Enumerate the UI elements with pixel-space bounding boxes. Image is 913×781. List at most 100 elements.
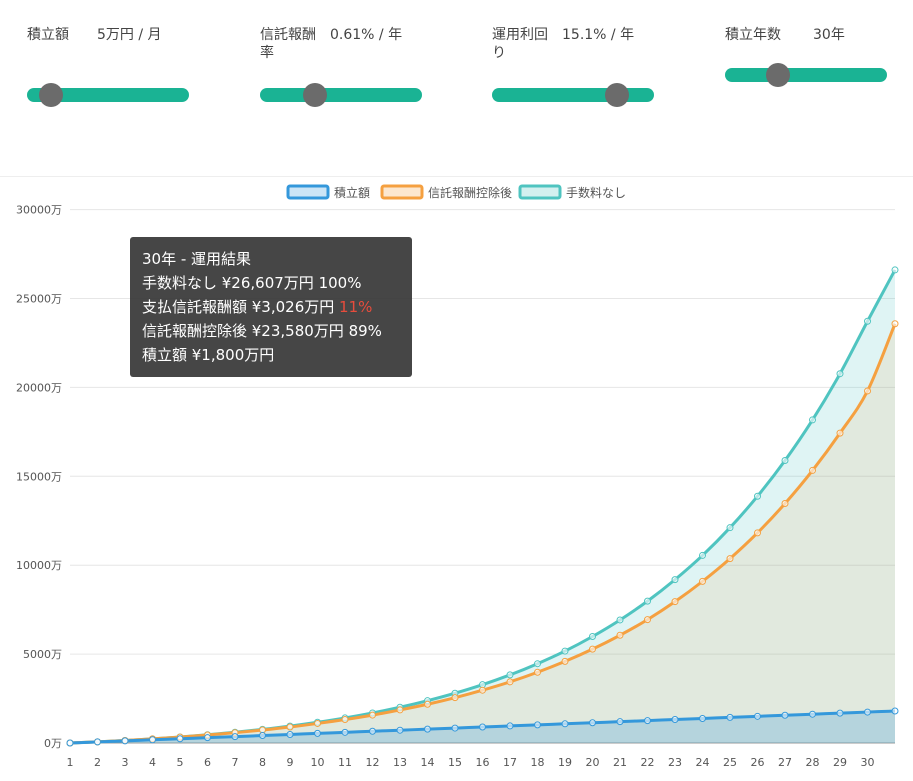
data-point — [754, 712, 761, 720]
data-point — [809, 710, 816, 718]
chart-tooltip: 30年 - 運用結果 手数料なし ¥26,607万円 100% 支払信託報酬額 … — [130, 237, 412, 377]
data-point — [891, 266, 899, 274]
data-point — [66, 739, 74, 747]
data-point — [781, 500, 789, 508]
y-tick-label: 5000万 — [23, 648, 62, 661]
control-value: 15.1% / 年 — [562, 27, 635, 43]
data-point — [671, 598, 679, 606]
data-point — [424, 725, 431, 733]
legend-swatch — [518, 184, 562, 200]
y-tick-label: 20000万 — [16, 381, 62, 394]
control-label: 信託報酬率 — [260, 27, 316, 61]
data-point — [809, 416, 816, 424]
data-point — [479, 686, 486, 694]
x-tick-label: 25 — [723, 756, 737, 769]
controls-panel: 積立額 5万円 / 月 信託報酬率 0.61% / 年 運用利回り 15.1% … — [0, 0, 913, 175]
legend-swatch — [286, 184, 330, 200]
tooltip-contrib: 積立額 ¥1,800万円 — [142, 346, 275, 364]
control-value: 0.61% / 年 — [330, 27, 403, 43]
x-tick-label: 13 — [393, 756, 407, 769]
data-point — [231, 733, 239, 741]
data-point — [341, 728, 349, 736]
x-tick-label: 12 — [366, 756, 380, 769]
data-point — [699, 577, 706, 585]
slider-knob[interactable] — [604, 83, 629, 107]
data-point — [864, 708, 871, 716]
y-tick-label: 10000万 — [16, 559, 62, 572]
data-point — [891, 320, 899, 328]
control-value: 5万円 / 月 — [97, 27, 162, 43]
data-point — [204, 734, 211, 742]
y-tick-label: 30000万 — [16, 204, 62, 217]
data-point — [864, 387, 871, 395]
data-point — [589, 632, 596, 640]
data-point — [644, 616, 651, 624]
data-point — [781, 456, 789, 464]
data-point — [616, 616, 624, 624]
data-point — [314, 719, 321, 727]
control-fee-rate: 信託報酬率 0.61% / 年 — [260, 26, 430, 107]
data-point — [754, 492, 761, 500]
x-tick-label: 19 — [558, 756, 572, 769]
data-point — [699, 551, 706, 559]
data-point — [506, 671, 514, 679]
data-point — [176, 735, 184, 743]
return-rate-slider[interactable] — [492, 83, 654, 107]
data-point — [836, 370, 844, 378]
x-tick-label: 9 — [287, 756, 294, 769]
data-point — [644, 597, 651, 605]
control-monthly-amount: 積立額 5万円 / 月 — [27, 26, 197, 107]
data-point — [616, 718, 624, 726]
x-tick-label: 23 — [668, 756, 682, 769]
x-tick-label: 15 — [448, 756, 462, 769]
x-tick-label: 28 — [806, 756, 820, 769]
slider-knob[interactable] — [303, 83, 328, 107]
legend-swatch — [380, 184, 424, 200]
years-slider[interactable] — [725, 63, 887, 87]
data-point — [726, 524, 734, 532]
legend-label: 手数料なし — [566, 185, 626, 200]
data-point — [534, 668, 541, 676]
data-point — [561, 720, 569, 728]
fee-rate-slider[interactable] — [260, 83, 422, 107]
monthly-amount-slider[interactable] — [27, 83, 189, 107]
data-point — [589, 719, 596, 727]
data-point — [424, 700, 431, 708]
x-tick-label: 26 — [751, 756, 765, 769]
data-point — [699, 714, 706, 722]
control-label: 運用利回り — [492, 27, 548, 61]
data-point — [259, 732, 266, 740]
x-tick-label: 30 — [861, 756, 875, 769]
data-point — [561, 647, 569, 655]
data-point — [534, 660, 541, 668]
x-tick-label: 17 — [503, 756, 517, 769]
x-tick-label: 14 — [421, 756, 435, 769]
control-value: 30年 — [813, 27, 845, 43]
legend-label: 信託報酬控除後 — [428, 185, 512, 200]
y-tick-label: 0万 — [44, 737, 62, 750]
tooltip-title: 30年 - 運用結果 — [142, 250, 252, 268]
legend-label: 積立額 — [334, 185, 370, 200]
series-area — [70, 269, 895, 743]
data-point — [616, 631, 624, 639]
control-return-rate: 運用利回り 15.1% / 年 — [492, 26, 662, 107]
data-point — [149, 736, 156, 744]
data-point — [506, 678, 514, 686]
data-point — [341, 716, 349, 724]
y-tick-label: 15000万 — [16, 470, 62, 483]
data-point — [754, 529, 761, 537]
data-point — [836, 429, 844, 437]
data-point — [671, 576, 679, 584]
x-tick-label: 22 — [641, 756, 655, 769]
series-area — [70, 323, 895, 743]
data-point — [726, 555, 734, 563]
slider-knob[interactable] — [39, 83, 64, 107]
data-point — [94, 738, 101, 746]
slider-knob[interactable] — [766, 63, 791, 87]
tooltip-no-fee: 手数料なし ¥26,607万円 100% — [142, 274, 362, 292]
data-point — [314, 729, 321, 737]
data-point — [589, 645, 596, 653]
x-tick-label: 6 — [204, 756, 211, 769]
x-tick-label: 7 — [232, 756, 239, 769]
